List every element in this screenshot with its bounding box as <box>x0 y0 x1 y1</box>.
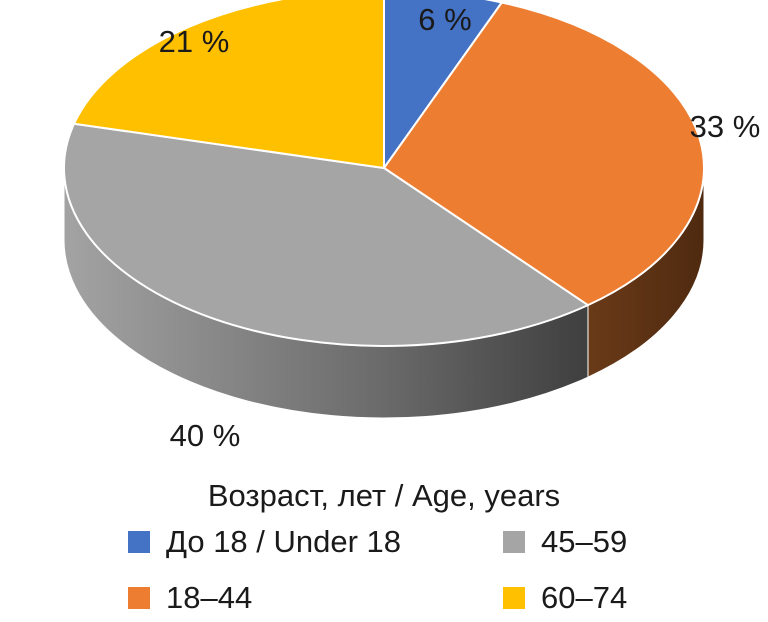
data-label-18-44: 33 % <box>690 109 761 144</box>
pie-slice-45-59 <box>63 122 589 347</box>
data-label-60-74: 21 % <box>159 24 230 59</box>
legend-label-18-44: 18–44 <box>166 580 253 615</box>
legend-item-under-18: До 18 / Under 18 <box>128 524 401 560</box>
legend-swatch-60-74 <box>503 587 525 609</box>
legend-label-45-59: 45–59 <box>541 524 628 559</box>
legend-label-60-74: 60–74 <box>541 580 628 615</box>
legend-swatch-18-44 <box>128 587 150 609</box>
legend-item-18-44: 18–44 <box>128 580 252 616</box>
legend-label-under-18: До 18 / Under 18 <box>166 524 402 559</box>
legend-swatch-under-18 <box>128 531 150 553</box>
pie-slice-60-74 <box>73 0 385 169</box>
pie-slice-18-44 <box>383 1 705 307</box>
legend-title: Возраст, лет / Age, years <box>207 478 561 513</box>
legend-item-45-59: 45–59 <box>503 524 627 560</box>
data-label-under-18: 6 % <box>418 2 471 37</box>
legend-swatch-45-59 <box>503 531 525 553</box>
pie-chart: 6 % 33 % 40 % 21 % <box>63 0 761 453</box>
data-label-45-59: 40 % <box>170 418 241 453</box>
legend-item-60-74: 60–74 <box>503 580 627 616</box>
